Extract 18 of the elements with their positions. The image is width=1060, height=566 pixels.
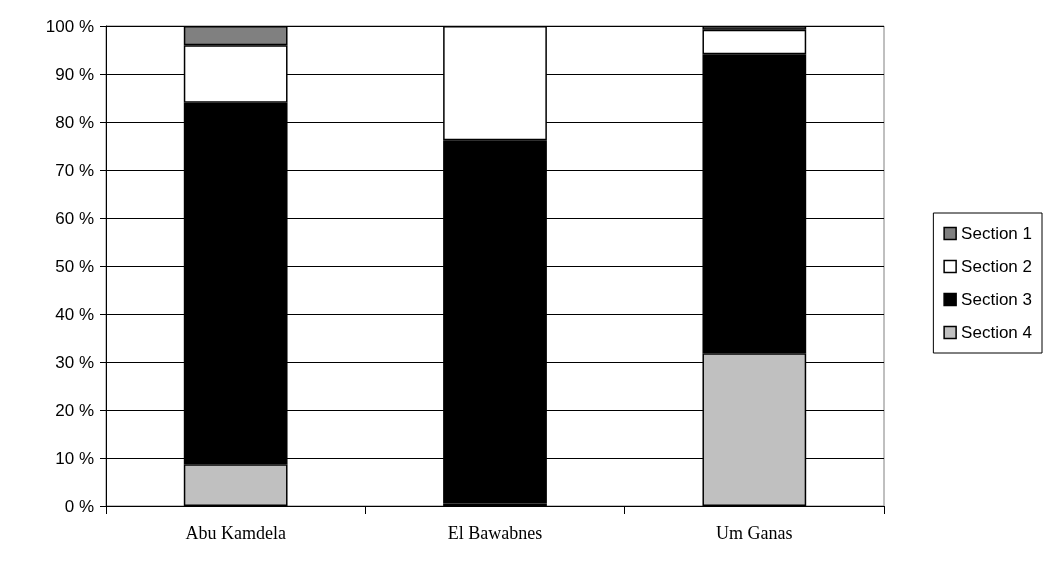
y-tick-label: 40 %	[55, 304, 94, 324]
y-tick-label: 20 %	[55, 400, 94, 420]
y-tick-label: 10 %	[55, 448, 94, 468]
y-tick-label: 80 %	[55, 112, 94, 132]
legend-label: Section 4	[961, 323, 1033, 342]
y-tick-label: 30 %	[55, 352, 94, 372]
y-tick-label: 70 %	[55, 160, 94, 180]
x-tick-label: El Bawabnes	[447, 523, 543, 543]
legend-label: Section 1	[961, 224, 1033, 243]
x-tick-label: Um Ganas	[716, 523, 793, 543]
legend-label: Section 2	[961, 257, 1033, 276]
x-tick-label: Abu Kamdela	[185, 523, 286, 543]
y-tick-label: 60 %	[55, 208, 94, 228]
y-tick-label: 50 %	[55, 256, 94, 276]
y-tick-label: 90 %	[55, 64, 94, 84]
y-tick-label: 0 %	[64, 496, 94, 516]
legend-label: Section 3	[961, 290, 1033, 309]
y-tick-label: 100 %	[45, 16, 94, 36]
